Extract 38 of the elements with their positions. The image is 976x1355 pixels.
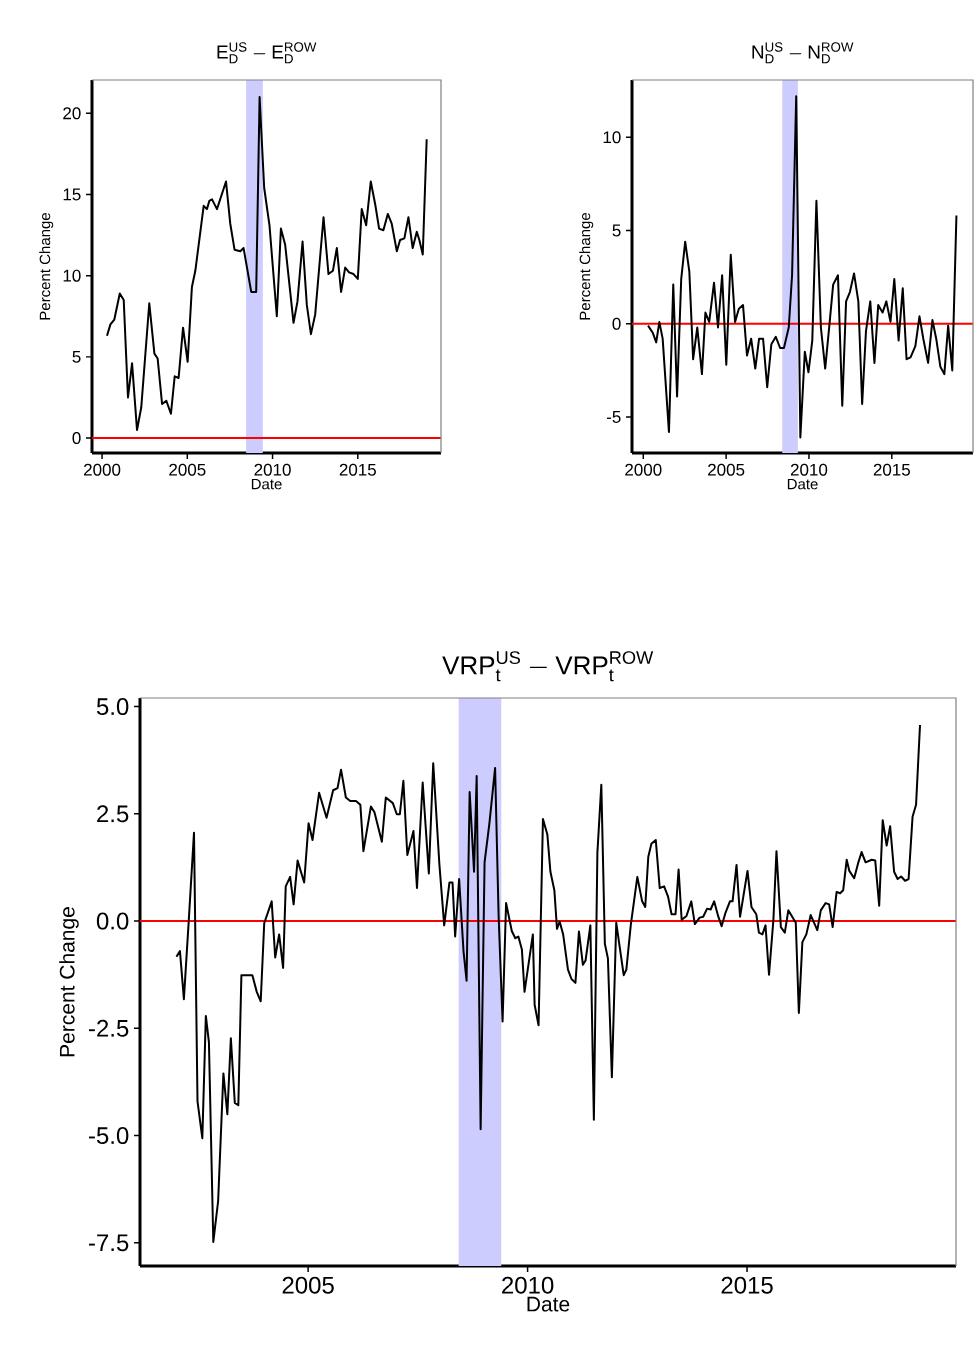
y-axis-title: Percent Change xyxy=(59,907,79,1057)
line-series xyxy=(175,724,922,1243)
line-series xyxy=(106,96,428,431)
x-tick-label: 2005 xyxy=(708,463,745,476)
chart-title: $\mathrm{E}_{\mathrm{D}}^{\mathrm{US}}-\mathrm{E}_{\mathrm{D}}^{\mathrm{ROW}}$ xyxy=(217,42,317,64)
x-tick-label: 2000 xyxy=(625,463,662,476)
x-tick-label: 2000 xyxy=(84,463,121,476)
y-tick-label: 5.0 xyxy=(96,698,129,716)
y-tick-label: -5 xyxy=(606,411,621,423)
x-tick-label: 2005 xyxy=(169,463,206,476)
x-tick-label: 2015 xyxy=(721,1276,773,1294)
y-tick-label: 15 xyxy=(63,188,81,201)
y-tick-label: 5 xyxy=(612,224,621,237)
chart-title: $\mathrm{VRP}_{\mathrm{t}}^{\mathrm{US}}-\mathrm{VRP}_{\mathrm{t}}^{\mathrm{ROW}}$ xyxy=(442,651,654,682)
y-tick-label: 0 xyxy=(72,432,81,445)
y-tick-label: 20 xyxy=(63,107,81,120)
y-axis-title: Percent Change xyxy=(39,213,54,320)
x-tick-label: 2015 xyxy=(339,463,376,476)
y-tick-label: 2.5 xyxy=(97,805,129,823)
x-tick-label: 2010 xyxy=(790,463,828,476)
y-tick-label: 0 xyxy=(612,317,621,330)
y-tick-label: 5 xyxy=(72,350,81,363)
y-tick-label: 0.0 xyxy=(96,912,129,930)
x-tick-label: 2010 xyxy=(254,463,291,476)
x-axis-title: Date xyxy=(787,478,818,490)
x-tick-label: 2015 xyxy=(873,463,910,476)
x-axis-title: Date xyxy=(251,478,282,490)
chart-title: $\mathrm{N}_{\mathrm{D}}^{\mathrm{US}}-\mathrm{N}_{\mathrm{D}}^{\mathrm{ROW}}$ xyxy=(752,42,854,64)
x-axis-title: Date xyxy=(527,1296,570,1312)
y-tick-label: -5.0 xyxy=(89,1127,129,1145)
x-tick-label: 2005 xyxy=(282,1276,334,1294)
x-tick-label: 2010 xyxy=(502,1276,554,1294)
y-tick-label: 10 xyxy=(63,269,81,282)
y-tick-label: -7.5 xyxy=(89,1234,129,1252)
line-series xyxy=(647,95,958,439)
y-axis-title: Percent Change xyxy=(579,213,594,320)
y-tick-label: 10 xyxy=(603,131,621,144)
y-tick-label: -2.5 xyxy=(89,1019,129,1037)
